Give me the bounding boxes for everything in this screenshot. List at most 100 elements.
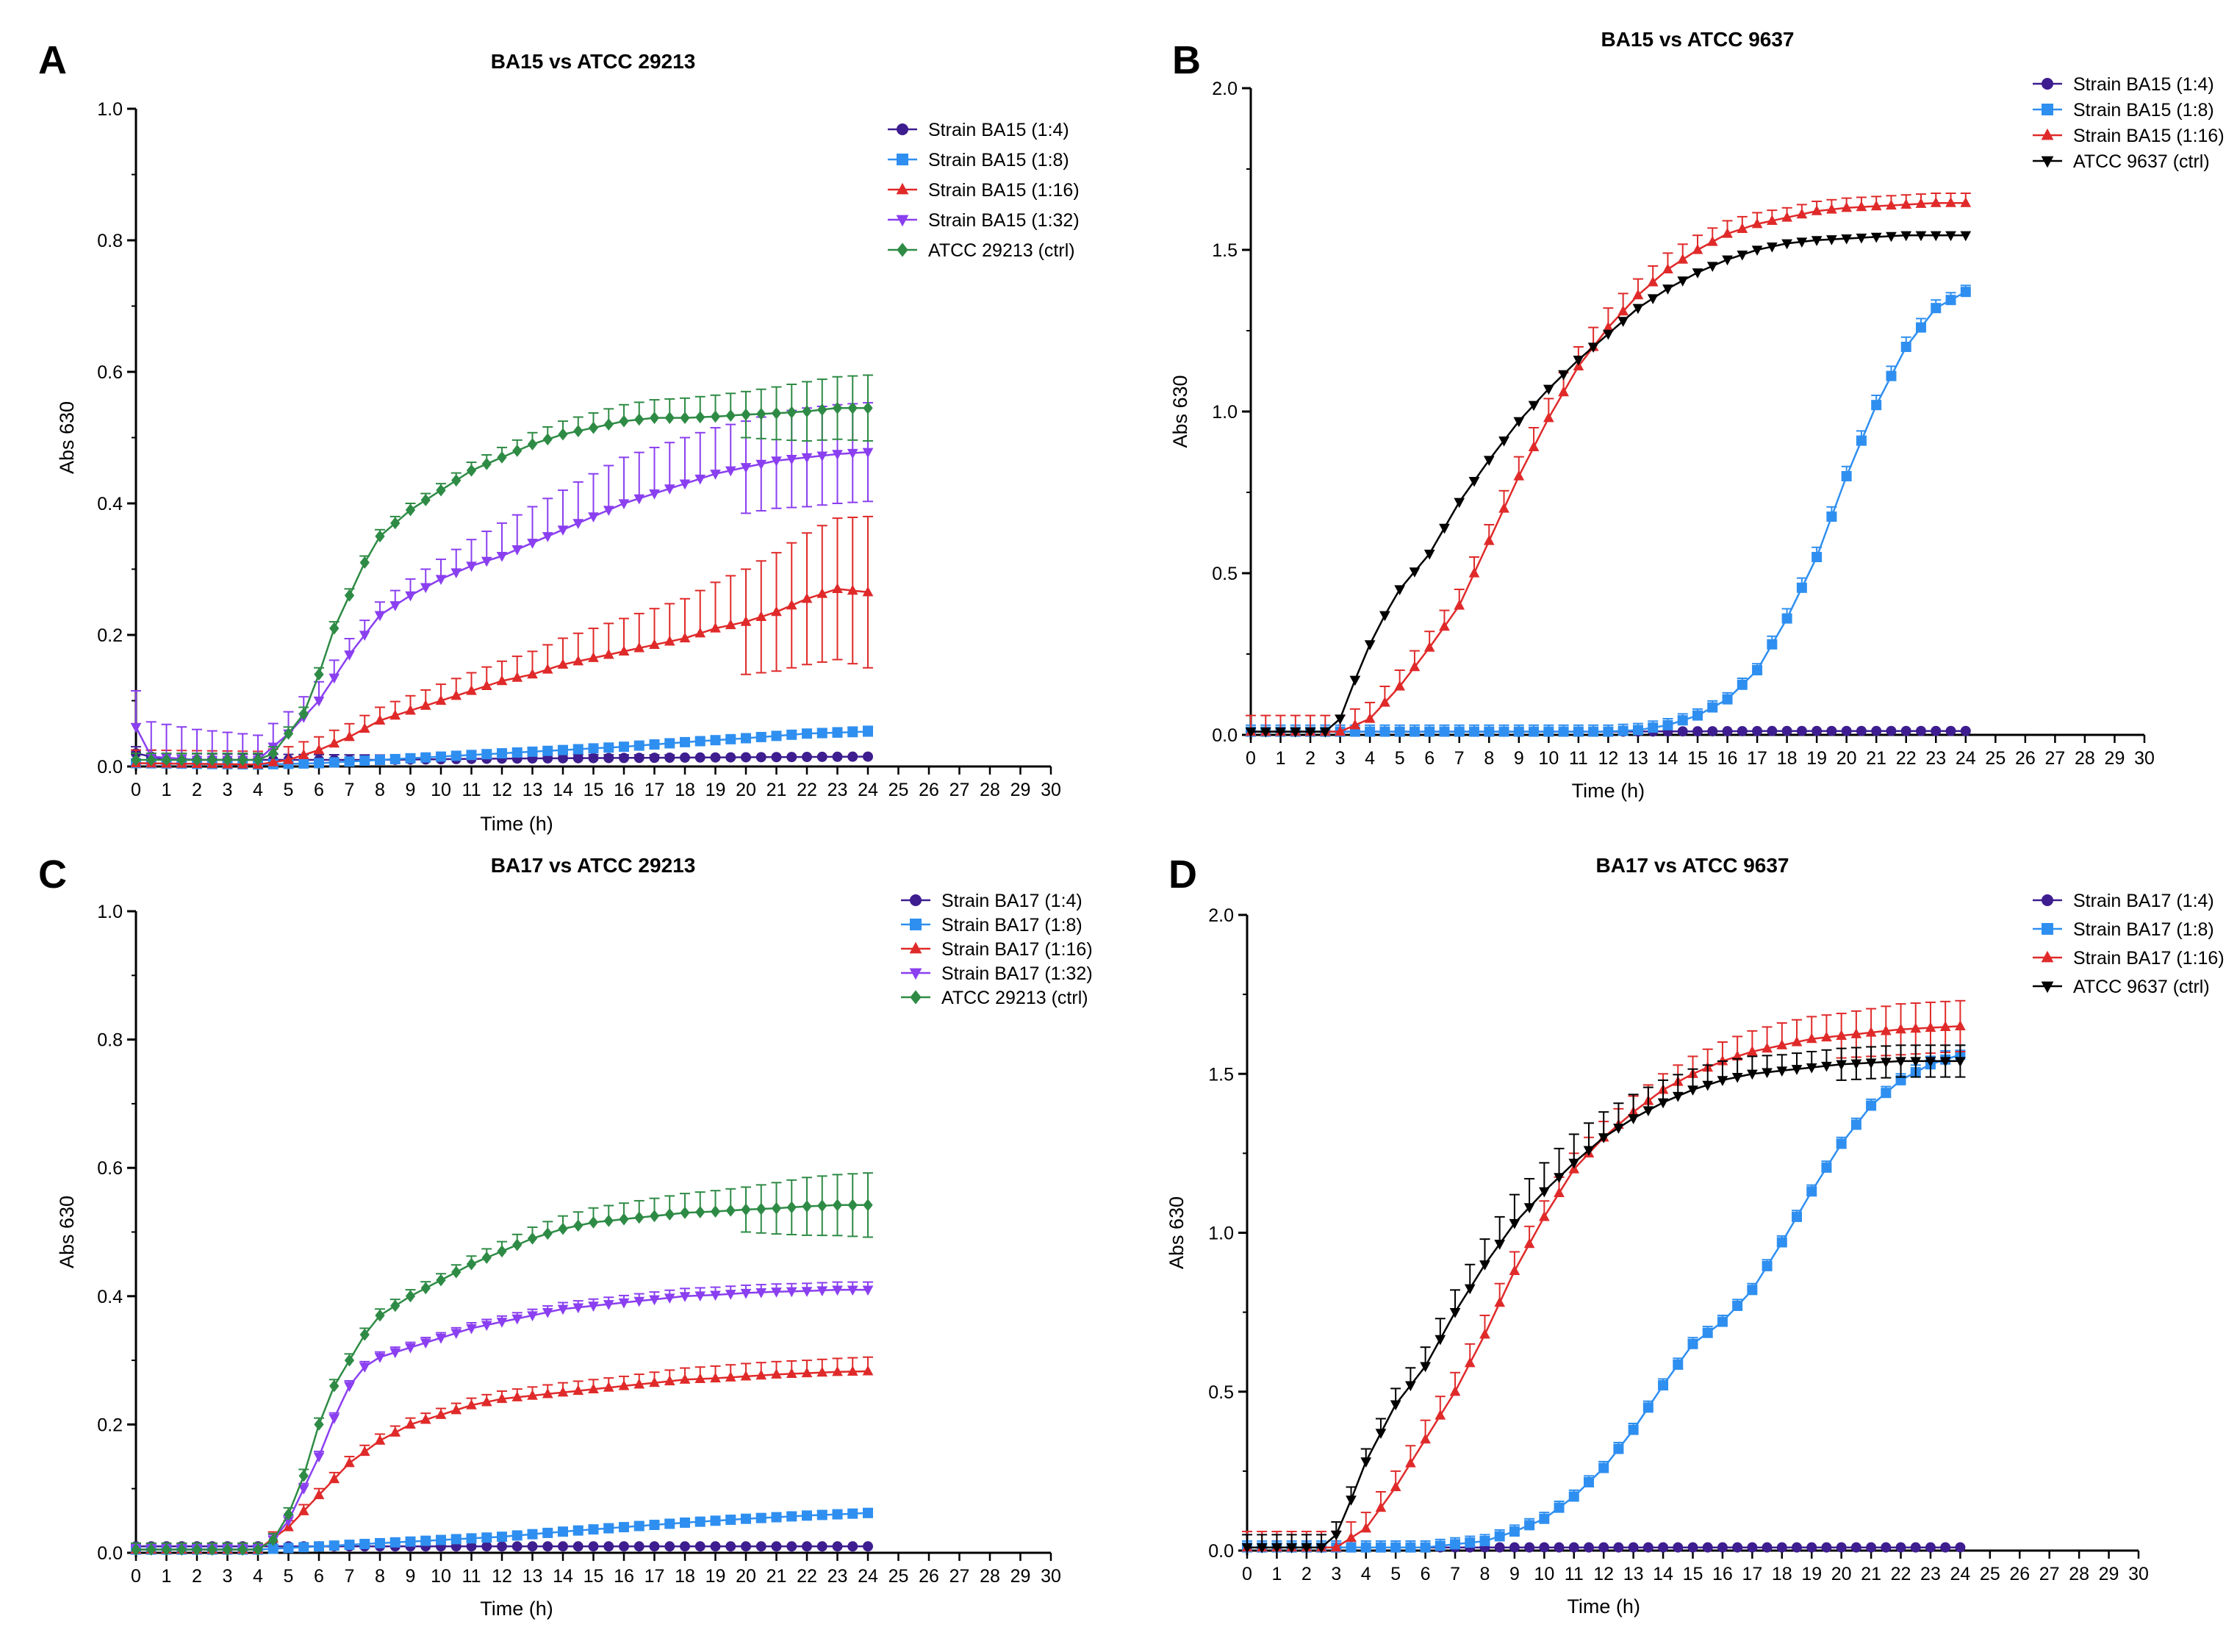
legend-label: Strain BA17 (1:16) <box>941 939 1093 960</box>
data-point <box>603 1214 614 1227</box>
data-point <box>1939 1021 1951 1032</box>
x-tick-label: 26 <box>2015 748 2036 769</box>
data-point <box>131 753 141 766</box>
x-tick-label: 1 <box>162 1566 172 1587</box>
data-point <box>328 1540 340 1551</box>
data-point <box>817 403 827 416</box>
data-point <box>1573 356 1584 366</box>
data-point <box>725 466 736 477</box>
x-tick-label: 0 <box>131 1566 141 1587</box>
data-point <box>1880 1057 1892 1069</box>
data-point <box>816 1509 827 1520</box>
x-tick-label: 3 <box>1335 748 1346 769</box>
y-axis-label: Abs 630 <box>1166 1196 1188 1269</box>
data-point <box>1880 1024 1892 1035</box>
data-point <box>1866 1100 1877 1111</box>
data-point <box>756 407 766 420</box>
data-point <box>664 753 675 764</box>
data-point <box>451 1265 462 1279</box>
data-point <box>1315 1543 1327 1554</box>
x-tick-label: 11 <box>1565 1564 1584 1584</box>
data-point <box>832 1199 843 1212</box>
data-point <box>1394 726 1405 737</box>
x-tick-label: 10 <box>431 1566 451 1587</box>
data-point <box>710 1372 721 1383</box>
data-point <box>1379 696 1390 707</box>
data-point <box>588 1524 599 1535</box>
data-point <box>755 731 766 742</box>
x-tick-label: 1 <box>1276 748 1286 769</box>
data-point <box>497 748 507 759</box>
data-point <box>313 744 325 755</box>
x-axis-label: Time (h) <box>480 1598 553 1620</box>
data-point <box>1335 725 1346 736</box>
x-tick-label: 13 <box>523 780 543 800</box>
data-point <box>1916 725 1926 736</box>
data-point <box>1737 725 1748 736</box>
data-point <box>847 1199 858 1212</box>
y-tick-label: 0.0 <box>97 757 123 777</box>
data-point <box>649 1295 660 1306</box>
x-axis-label: Time (h) <box>1572 780 1645 802</box>
data-point <box>1464 1357 1476 1368</box>
data-point <box>253 753 263 766</box>
data-point <box>375 1537 385 1548</box>
data-point <box>664 412 675 425</box>
data-point <box>816 728 827 739</box>
data-point <box>725 1371 736 1382</box>
data-point <box>1722 726 1733 737</box>
data-point <box>1349 675 1361 686</box>
data-point <box>481 1251 492 1264</box>
data-point <box>375 530 385 543</box>
data-point <box>481 680 492 690</box>
data-point <box>801 453 813 464</box>
data-point <box>847 727 858 738</box>
data-point <box>1781 725 1792 736</box>
data-point <box>1360 1542 1371 1553</box>
data-point <box>1910 1022 1922 1033</box>
data-point <box>481 749 492 760</box>
data-point <box>328 673 340 684</box>
data-point <box>847 584 858 595</box>
data-point <box>451 474 462 487</box>
data-point <box>863 1199 873 1212</box>
x-tick-label: 14 <box>1658 748 1678 769</box>
data-point <box>328 737 340 748</box>
data-point <box>1662 284 1673 295</box>
data-point <box>1722 255 1733 266</box>
x-tick-label: 20 <box>1831 1564 1852 1584</box>
data-point <box>481 1532 492 1543</box>
x-tick-label: 5 <box>1395 748 1405 769</box>
x-tick-label: 16 <box>1717 748 1738 769</box>
data-point <box>1747 1069 1758 1080</box>
data-point <box>1900 725 1911 736</box>
y-tick-label: 1.5 <box>1212 240 1238 261</box>
x-tick-label: 29 <box>1010 780 1031 800</box>
data-point <box>1945 295 1956 306</box>
data-point <box>1945 725 1956 736</box>
data-point <box>1781 239 1792 250</box>
x-axis-label: Time (h) <box>1567 1595 1640 1617</box>
data-point <box>1613 1542 1624 1553</box>
data-point <box>786 1201 797 1214</box>
data-point <box>1390 1481 1401 1492</box>
y-tick-label: 0.4 <box>97 494 123 514</box>
series-line <box>1251 201 1966 733</box>
y-tick-label: 0.0 <box>1212 725 1238 746</box>
data-point <box>1939 1057 1951 1067</box>
data-point <box>1617 725 1629 736</box>
data-point <box>1583 1146 1595 1157</box>
data-point <box>1528 401 1540 412</box>
data-point <box>1731 1050 1743 1061</box>
legend-marker <box>2041 128 2054 140</box>
data-point <box>1554 1542 1565 1553</box>
data-point <box>359 755 370 766</box>
data-point <box>680 736 690 747</box>
data-point <box>1731 1072 1743 1083</box>
x-tick-label: 16 <box>614 780 634 800</box>
data-point <box>405 1536 416 1547</box>
data-point <box>1349 719 1361 730</box>
data-point <box>435 1409 447 1419</box>
x-tick-label: 6 <box>314 1566 324 1587</box>
